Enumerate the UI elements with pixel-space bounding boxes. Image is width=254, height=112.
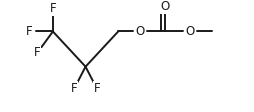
Text: F: F (71, 82, 77, 95)
Text: F: F (26, 25, 32, 38)
Text: F: F (34, 46, 41, 59)
Text: O: O (185, 25, 194, 38)
Text: F: F (93, 82, 100, 95)
Text: O: O (160, 0, 169, 13)
Text: O: O (135, 25, 144, 38)
Text: F: F (50, 2, 56, 15)
